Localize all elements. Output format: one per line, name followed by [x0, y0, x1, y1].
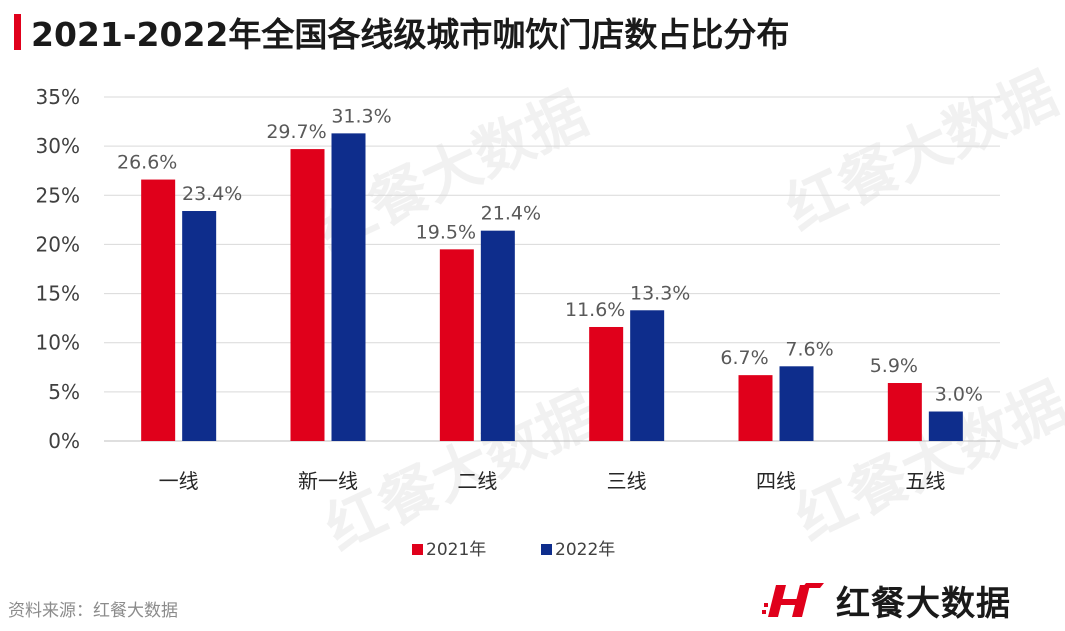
- data-label: 11.6%: [565, 299, 625, 321]
- brand-logo: 红餐大数据: [762, 576, 1011, 625]
- x-tick-label: 四线: [756, 469, 796, 493]
- source-note: 资料来源：红餐大数据: [8, 601, 178, 621]
- y-tick-label: 25%: [36, 183, 80, 207]
- x-tick-label: 二线: [457, 469, 497, 493]
- bar: [331, 133, 366, 441]
- x-tick-label: 一线: [159, 469, 199, 493]
- bar: [141, 179, 176, 441]
- data-label: 5.9%: [870, 355, 918, 377]
- bar: [290, 149, 325, 441]
- brand-logo-text: 红餐大数据: [836, 584, 1011, 624]
- data-label: 19.5%: [416, 221, 476, 243]
- bar: [480, 230, 515, 441]
- data-label: 7.6%: [785, 338, 833, 360]
- legend-label: 2022年: [555, 540, 615, 560]
- brand-h-logo-icon: [762, 582, 824, 617]
- bar: [887, 383, 922, 441]
- bar: [182, 211, 217, 441]
- data-label: 26.6%: [117, 152, 177, 174]
- bar: [589, 326, 624, 441]
- y-tick-label: 30%: [36, 134, 80, 158]
- title-row: 2021-2022年全国各线级城市咖饮门店数占比分布: [14, 10, 789, 54]
- legend-label: 2021年: [426, 540, 486, 560]
- x-tick-label: 三线: [607, 469, 647, 493]
- bar: [779, 366, 814, 441]
- y-tick-label: 20%: [36, 232, 80, 256]
- legend-swatch: [412, 544, 423, 555]
- title-accent-bar: [14, 14, 21, 50]
- x-tick-label: 新一线: [298, 469, 358, 493]
- y-tick-label: 10%: [36, 331, 80, 355]
- data-label: 21.4%: [481, 203, 541, 225]
- x-tick-label: 五线: [905, 469, 945, 493]
- y-tick-label: 15%: [36, 282, 80, 306]
- data-label: 3.0%: [935, 384, 983, 406]
- y-tick-label: 35%: [36, 85, 80, 109]
- y-tick-label: 0%: [48, 429, 80, 453]
- data-label: 23.4%: [182, 183, 242, 205]
- data-label: 13.3%: [630, 282, 690, 304]
- legend-swatch: [541, 544, 552, 555]
- chart-title: 2021-2022年全国各线级城市咖饮门店数占比分布: [31, 15, 790, 54]
- data-label: 6.7%: [720, 347, 768, 369]
- bar: [928, 411, 963, 441]
- data-label: 29.7%: [266, 121, 326, 143]
- data-label: 31.3%: [331, 105, 391, 127]
- bar: [439, 249, 474, 441]
- bar: [738, 375, 773, 441]
- y-tick-label: 5%: [48, 380, 80, 404]
- bar: [630, 310, 665, 441]
